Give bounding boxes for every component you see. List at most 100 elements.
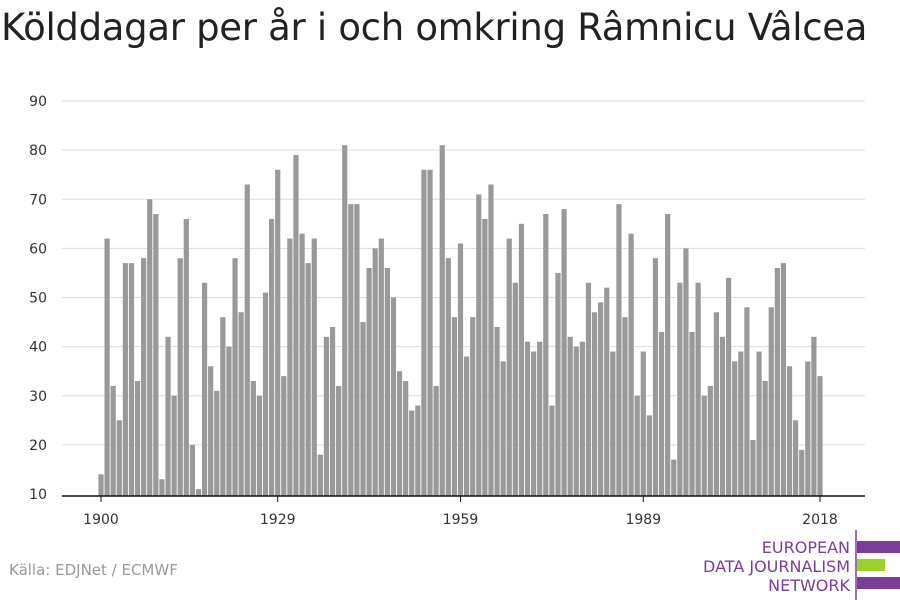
y-tick-label: 80 bbox=[29, 143, 47, 159]
bar-1905 bbox=[128, 263, 135, 496]
bar-1950 bbox=[403, 381, 409, 496]
bar-1953 bbox=[421, 169, 427, 496]
bar-1995 bbox=[677, 282, 683, 496]
bar-1936 bbox=[317, 454, 323, 496]
bar-1930 bbox=[281, 376, 287, 496]
bar-1991 bbox=[652, 258, 659, 496]
y-tick-label: 30 bbox=[29, 389, 47, 405]
bar-1962 bbox=[476, 194, 482, 496]
bar-1935 bbox=[311, 238, 317, 497]
bar-1940 bbox=[342, 145, 348, 496]
bar-1923 bbox=[238, 312, 244, 496]
bar-1924 bbox=[244, 184, 250, 496]
bar-2015 bbox=[799, 449, 805, 496]
bar-1974 bbox=[549, 405, 555, 496]
bar-1900 bbox=[98, 474, 104, 496]
bar-1926 bbox=[256, 395, 263, 496]
bar-1949 bbox=[396, 371, 403, 496]
bar-2007 bbox=[750, 439, 756, 496]
y-tick-label: 40 bbox=[29, 340, 47, 356]
bar-2001 bbox=[713, 312, 720, 496]
bar-1988 bbox=[634, 395, 640, 496]
bar-1965 bbox=[494, 326, 500, 496]
bar-1968 bbox=[512, 282, 518, 496]
bar-2003 bbox=[726, 277, 732, 496]
bar-1945 bbox=[372, 248, 378, 497]
bar-1931 bbox=[287, 238, 293, 497]
bar-1917 bbox=[201, 282, 208, 496]
bar-1942 bbox=[354, 204, 360, 496]
y-tick-label: 90 bbox=[29, 94, 47, 110]
bar-1948 bbox=[390, 297, 397, 496]
bars bbox=[98, 145, 823, 497]
bar-1957 bbox=[445, 258, 451, 496]
bar-1984 bbox=[610, 351, 616, 496]
bar-2012 bbox=[780, 263, 787, 496]
bar-1952 bbox=[415, 405, 421, 496]
bar-1922 bbox=[232, 258, 238, 496]
bar-1911 bbox=[165, 336, 171, 496]
bar-1998 bbox=[695, 282, 701, 496]
y-tick-label: 50 bbox=[29, 291, 47, 307]
bar-1921 bbox=[226, 346, 232, 497]
bar-2005 bbox=[738, 351, 744, 496]
edjnet-logo-icon bbox=[855, 530, 900, 600]
bar-1982 bbox=[598, 302, 604, 496]
x-tick-label: 1900 bbox=[83, 512, 119, 528]
bar-1972 bbox=[537, 341, 543, 496]
bar-1919 bbox=[214, 390, 220, 496]
bar-1918 bbox=[208, 366, 214, 496]
bar-1939 bbox=[336, 385, 342, 496]
bar-2008 bbox=[756, 351, 762, 496]
bar-1963 bbox=[482, 218, 488, 496]
bar-1932 bbox=[293, 155, 299, 497]
bar-2006 bbox=[744, 307, 750, 496]
bar-1975 bbox=[555, 272, 561, 496]
bar-1916 bbox=[195, 489, 202, 496]
bar-1956 bbox=[439, 145, 445, 496]
bar-1938 bbox=[329, 326, 336, 496]
x-tick-label: 1929 bbox=[260, 512, 296, 528]
bar-1947 bbox=[384, 268, 390, 496]
bar-1985 bbox=[616, 204, 622, 496]
chart-title: Kölddagar per år i och omkring Râmnicu V… bbox=[1, 6, 868, 49]
x-tick-label: 1989 bbox=[625, 512, 661, 528]
bar-1927 bbox=[262, 292, 269, 496]
y-tick-label: 10 bbox=[29, 487, 47, 503]
bar-1977 bbox=[567, 336, 573, 496]
bar-2000 bbox=[707, 385, 713, 496]
bar-1903 bbox=[116, 420, 122, 496]
y-tick-label: 20 bbox=[29, 438, 47, 454]
bar-1993 bbox=[665, 213, 671, 497]
gridlines bbox=[62, 100, 865, 446]
bar-1909 bbox=[153, 213, 159, 497]
bar-1967 bbox=[506, 238, 512, 497]
bar-1989 bbox=[640, 351, 646, 496]
y-tick-labels: 10 20 30 40 50 60 70 80 90 bbox=[29, 94, 47, 503]
bar-1980 bbox=[585, 282, 592, 496]
x-tick-label: 2018 bbox=[802, 512, 838, 528]
bar-2009 bbox=[762, 381, 768, 496]
bar-1987 bbox=[628, 233, 634, 496]
bar-1970 bbox=[524, 341, 531, 496]
bar-1979 bbox=[579, 341, 585, 496]
bar-1910 bbox=[159, 479, 165, 496]
bar-1912 bbox=[171, 395, 177, 496]
bar-1959 bbox=[457, 243, 464, 496]
bar-1966 bbox=[500, 361, 506, 496]
bar-1906 bbox=[134, 381, 141, 496]
bar-1981 bbox=[591, 312, 598, 496]
bar-1954 bbox=[427, 169, 433, 496]
bar-1976 bbox=[561, 209, 567, 496]
bar-1958 bbox=[451, 317, 458, 496]
bar-2004 bbox=[732, 361, 738, 496]
bar-1941 bbox=[348, 204, 354, 496]
bar-1997 bbox=[689, 331, 695, 496]
bar-1955 bbox=[433, 385, 439, 496]
bar-2018 bbox=[817, 376, 823, 496]
bar-1944 bbox=[366, 268, 372, 496]
bar-1943 bbox=[360, 322, 366, 496]
source-credit: Källa: EDJNet / ECMWF bbox=[9, 561, 178, 579]
bar-1925 bbox=[250, 381, 256, 496]
bar-1902 bbox=[110, 385, 116, 496]
